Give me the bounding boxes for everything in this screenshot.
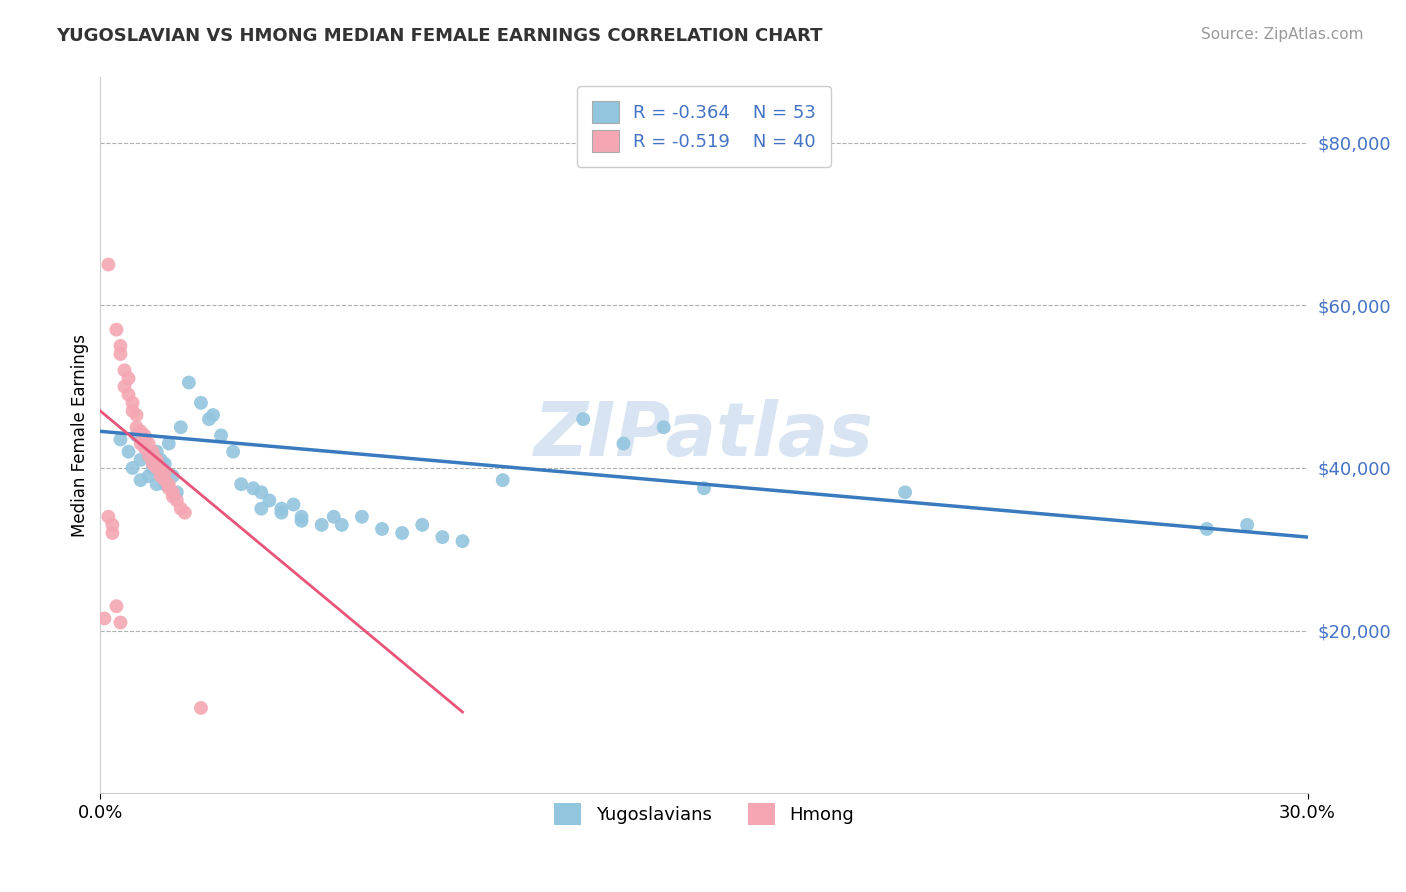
Point: [121, 461, 143, 475]
Point: [1195, 522, 1218, 536]
Point: [371, 522, 394, 536]
Point: [283, 498, 305, 512]
Point: [492, 473, 515, 487]
Point: [290, 514, 312, 528]
Point: [129, 425, 152, 439]
Point: [157, 481, 180, 495]
Point: [149, 461, 172, 475]
Point: [652, 420, 675, 434]
Point: [134, 441, 156, 455]
Point: [129, 436, 152, 450]
Point: [142, 457, 165, 471]
Point: [97, 258, 120, 272]
Point: [894, 485, 917, 500]
Point: [134, 436, 156, 450]
Point: [101, 526, 124, 541]
Point: [162, 490, 184, 504]
Point: [173, 506, 195, 520]
Point: [311, 517, 333, 532]
Legend: Yugoslavians, Hmong: Yugoslavians, Hmong: [546, 795, 863, 834]
Point: [290, 509, 312, 524]
Point: [125, 428, 148, 442]
Point: [202, 408, 225, 422]
Point: [149, 469, 172, 483]
Point: [209, 428, 232, 442]
Point: [231, 477, 253, 491]
Point: [110, 347, 132, 361]
Point: [322, 509, 344, 524]
Point: [432, 530, 454, 544]
Point: [391, 526, 413, 541]
Point: [117, 388, 139, 402]
Point: [138, 469, 160, 483]
Point: [138, 449, 160, 463]
Point: [93, 611, 115, 625]
Point: [153, 473, 176, 487]
Point: [145, 444, 167, 458]
Point: [190, 396, 212, 410]
Point: [166, 485, 188, 500]
Point: [330, 517, 353, 532]
Point: [157, 436, 180, 450]
Point: [259, 493, 281, 508]
Point: [162, 469, 184, 483]
Point: [114, 363, 136, 377]
Point: [177, 376, 200, 390]
Point: [170, 420, 193, 434]
Point: [153, 457, 176, 471]
Point: [693, 481, 716, 495]
Point: [451, 534, 474, 549]
Point: [125, 408, 148, 422]
Point: [350, 509, 373, 524]
Point: [114, 379, 136, 393]
Point: [149, 465, 172, 479]
Text: Source: ZipAtlas.com: Source: ZipAtlas.com: [1201, 27, 1364, 42]
Point: [145, 477, 167, 491]
Point: [110, 433, 132, 447]
Point: [242, 481, 264, 495]
Point: [153, 465, 176, 479]
Text: ZIPatlas: ZIPatlas: [534, 399, 875, 472]
Point: [222, 444, 245, 458]
Point: [190, 701, 212, 715]
Point: [117, 371, 139, 385]
Point: [142, 444, 165, 458]
Point: [138, 436, 160, 450]
Point: [105, 599, 128, 614]
Point: [162, 485, 184, 500]
Point: [612, 436, 634, 450]
Point: [97, 509, 120, 524]
Y-axis label: Median Female Earnings: Median Female Earnings: [72, 334, 89, 537]
Point: [110, 339, 132, 353]
Point: [145, 461, 167, 475]
Point: [198, 412, 221, 426]
Point: [110, 615, 132, 630]
Point: [142, 461, 165, 475]
Point: [121, 396, 143, 410]
Point: [270, 506, 292, 520]
Point: [134, 428, 156, 442]
Point: [250, 485, 273, 500]
Text: YUGOSLAVIAN VS HMONG MEDIAN FEMALE EARNINGS CORRELATION CHART: YUGOSLAVIAN VS HMONG MEDIAN FEMALE EARNI…: [56, 27, 823, 45]
Point: [1236, 517, 1258, 532]
Point: [153, 477, 176, 491]
Point: [138, 449, 160, 463]
Point: [166, 493, 188, 508]
Point: [149, 452, 172, 467]
Point: [117, 444, 139, 458]
Point: [145, 452, 167, 467]
Point: [250, 501, 273, 516]
Point: [125, 420, 148, 434]
Point: [572, 412, 595, 426]
Point: [105, 323, 128, 337]
Point: [101, 517, 124, 532]
Point: [411, 517, 433, 532]
Point: [121, 404, 143, 418]
Point: [129, 473, 152, 487]
Point: [270, 501, 292, 516]
Point: [129, 452, 152, 467]
Point: [157, 477, 180, 491]
Point: [170, 501, 193, 516]
